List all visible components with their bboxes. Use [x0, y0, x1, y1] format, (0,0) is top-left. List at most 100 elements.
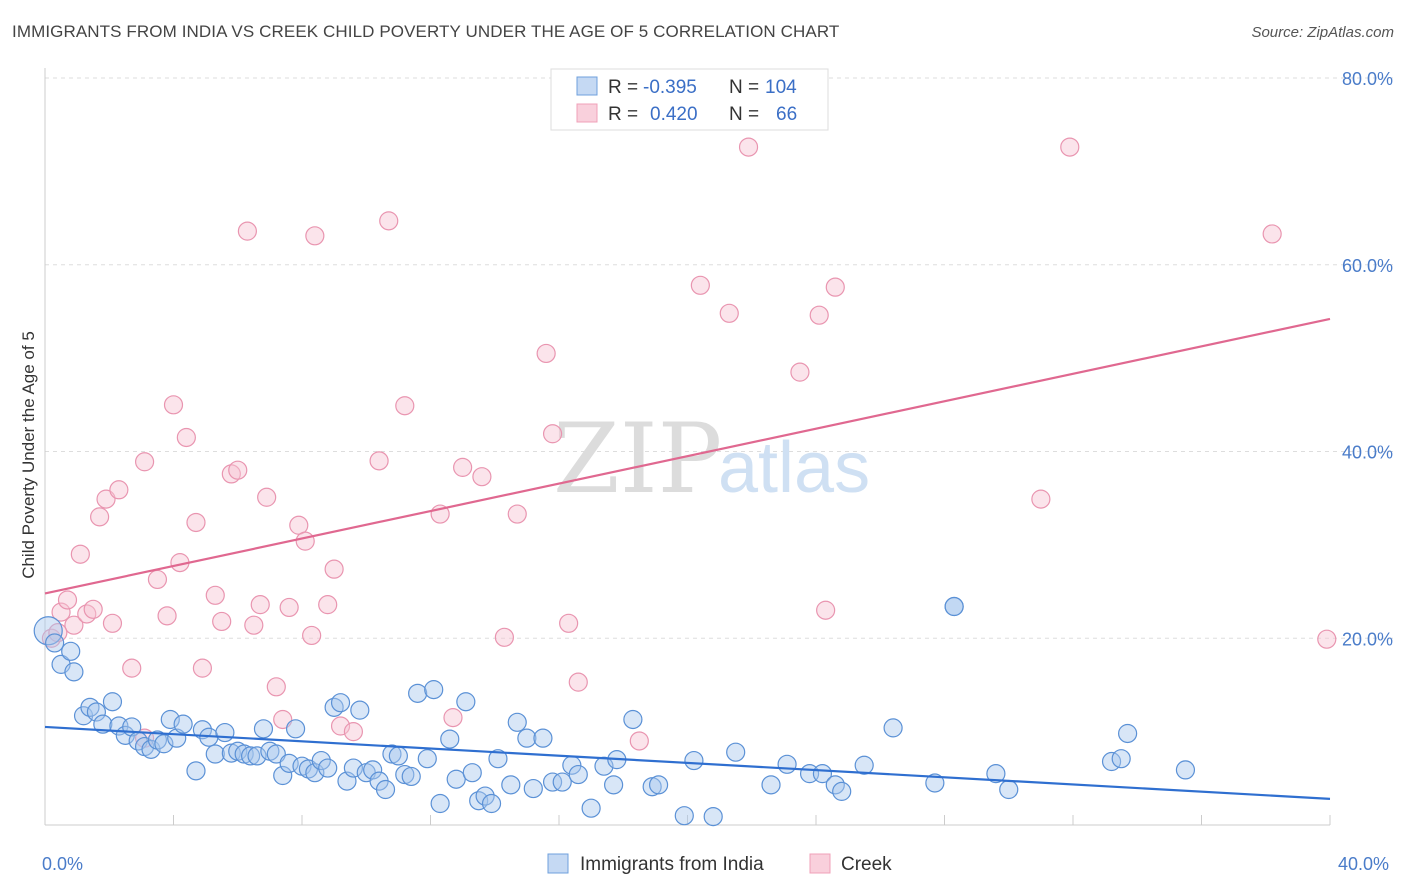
india-point	[424, 680, 444, 700]
india-point	[430, 793, 450, 814]
creek-point	[324, 559, 344, 579]
india-point	[93, 714, 113, 734]
india-point	[507, 712, 527, 732]
india-point	[832, 781, 852, 801]
chart-title: IMMIGRANTS FROM INDIA VS CREEK CHILD POV…	[12, 22, 840, 41]
creek-point	[244, 615, 264, 635]
india-point	[285, 719, 306, 739]
y-axis-label: Child Poverty Under the Age of 5	[19, 331, 38, 579]
y-tick-label: 60.0%	[1342, 256, 1393, 276]
india-point	[604, 775, 624, 795]
creek-point	[395, 396, 415, 416]
creek-point	[369, 451, 389, 471]
watermark-atlas: atlas	[718, 428, 870, 508]
creek-point	[443, 708, 463, 728]
x-tick-marks	[44, 815, 1331, 825]
y-tick-label: 80.0%	[1342, 69, 1393, 89]
legend-n-label-creek: N =	[729, 104, 759, 125]
legend-r-label-creek: R =	[608, 104, 638, 125]
creek-point	[1031, 489, 1051, 509]
india-point	[568, 764, 588, 785]
creek-point	[536, 343, 556, 364]
india-point	[160, 709, 180, 730]
india-point	[173, 714, 193, 734]
creek-point	[228, 460, 248, 480]
creek-trend-line	[44, 317, 1331, 595]
bottom-legend-swatch-creek	[809, 853, 831, 874]
creek-points	[41, 137, 1337, 751]
creek-point	[1317, 629, 1337, 649]
creek-point	[318, 595, 338, 615]
india-point	[241, 746, 261, 766]
grid-lines	[45, 77, 1393, 639]
legend-swatch-creek	[576, 103, 598, 123]
legend-r-value-india: -0.395	[643, 77, 697, 98]
series-legend: Immigrants from India Creek	[547, 853, 892, 875]
india-point	[350, 700, 370, 720]
creek-point	[542, 424, 563, 444]
creek-point	[472, 467, 492, 487]
india-point	[542, 772, 563, 792]
creek-point	[507, 504, 527, 524]
creek-point	[379, 211, 399, 231]
creek-point	[257, 487, 277, 507]
india-point	[375, 779, 396, 800]
india-point	[726, 742, 746, 762]
india-point	[475, 786, 495, 806]
creek-point	[305, 226, 325, 246]
india-point	[523, 778, 543, 799]
creek-point	[302, 625, 322, 646]
creek-point	[102, 613, 123, 633]
creek-point	[205, 585, 225, 605]
creek-point	[57, 590, 78, 610]
creek-point	[494, 627, 514, 647]
india-point	[440, 729, 460, 749]
x-tick-label-min: 0.0%	[42, 854, 83, 874]
india-point	[205, 744, 225, 764]
india-point	[401, 766, 421, 787]
y-tick-label: 20.0%	[1342, 629, 1393, 649]
india-point	[883, 718, 903, 738]
creek-point	[790, 362, 810, 382]
india-point	[854, 755, 874, 775]
india-point	[944, 596, 964, 617]
creek-point	[559, 613, 579, 633]
creek-point	[266, 677, 286, 697]
india-point	[456, 692, 476, 712]
india-point	[330, 693, 351, 713]
creek-point	[738, 137, 759, 157]
bottom-legend-swatch-india	[547, 853, 569, 874]
india-point	[777, 754, 797, 774]
creek-point	[1060, 137, 1080, 157]
creek-point	[279, 597, 299, 618]
creek-point	[295, 531, 315, 551]
india-point	[408, 683, 428, 703]
india-point	[703, 806, 723, 827]
creek-point	[70, 544, 90, 564]
india-point	[215, 722, 235, 743]
creek-point	[212, 611, 232, 632]
india-point	[925, 773, 945, 793]
legend-n-label-india: N =	[729, 77, 759, 98]
creek-point	[825, 277, 845, 297]
india-point	[1175, 760, 1196, 780]
creek-point	[719, 303, 739, 323]
creek-point	[250, 595, 270, 615]
india-point	[481, 793, 502, 814]
india-point	[674, 806, 694, 826]
creek-point	[176, 427, 196, 448]
india-point	[462, 763, 482, 783]
creek-point	[147, 569, 168, 590]
legend-r-label-india: R =	[608, 77, 638, 98]
india-point	[501, 775, 521, 795]
india-point	[517, 728, 537, 748]
creek-point	[64, 615, 84, 635]
x-tick-label-max: 40.0%	[1338, 854, 1389, 874]
correlation-legend: R = -0.395 N = 104 R = 0.420 N = 66	[550, 68, 829, 131]
creek-point	[690, 275, 710, 295]
creek-point	[157, 606, 177, 626]
india-point	[247, 746, 267, 766]
bottom-legend-label-creek: Creek	[841, 854, 892, 875]
creek-point	[1262, 224, 1282, 244]
